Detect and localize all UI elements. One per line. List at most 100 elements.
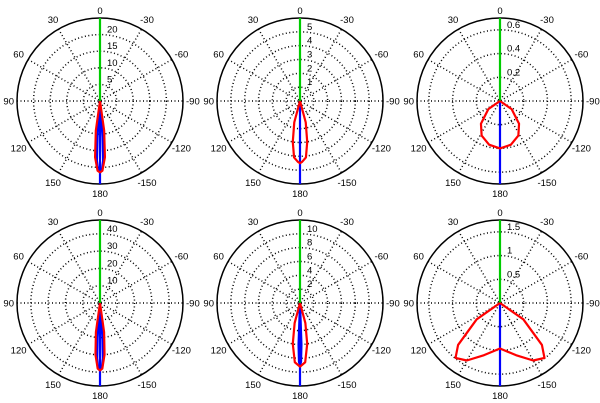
polar-chart-5: 2 4 6 8 10 0 30 60 90 120 150 180 -150 -120 -90 -60 -30 — [203, 208, 399, 402]
angle-tick-label: -60 — [375, 252, 389, 263]
angle-tick-label: 150 — [445, 380, 461, 391]
angle-tick-label: -150 — [537, 178, 556, 189]
radial-gridline — [243, 246, 357, 360]
radial-gridline — [243, 44, 357, 158]
angle-tick-label: 30 — [48, 217, 59, 228]
angle-tick-label: -120 — [572, 346, 591, 357]
angle-tick-label: 30 — [248, 15, 259, 26]
angle-tick-label: -120 — [172, 144, 191, 155]
angle-tick-label: -90 — [186, 299, 200, 310]
angle-tick-label: 90 — [3, 97, 14, 108]
angle-tick-label: 120 — [411, 346, 427, 357]
radial-tick-label: 0.4 — [507, 44, 520, 55]
radial-gridline — [428, 29, 572, 173]
radial-tick-label: 1 — [307, 77, 312, 88]
radial-tick-label: 2 — [307, 279, 312, 290]
angle-tick-label: -60 — [175, 50, 189, 61]
angle-tick-label: 30 — [448, 217, 459, 228]
angle-tick-label: -30 — [140, 15, 154, 26]
angle-tick-label: 60 — [213, 252, 224, 263]
angle-tick-label: 180 — [92, 189, 108, 200]
angle-tick-label: 180 — [292, 391, 308, 402]
angle-tick-label: -150 — [137, 380, 156, 391]
angle-tick-label: 60 — [13, 50, 24, 61]
radial-gridline — [257, 260, 343, 346]
angle-tick-label: 0 — [297, 6, 302, 17]
polar-chart-1: 5 10 15 20 0 30 60 90 120 150 180 -150 -120 -90 -60 -30 — [3, 6, 199, 200]
angle-tick-label: 30 — [448, 15, 459, 26]
angle-tick-label: -150 — [537, 380, 556, 391]
polar-chart-3: 0.2 0.4 0.6 0 30 60 90 120 150 180 -150 -120 -90 -60 -… — [403, 6, 599, 200]
angle-tick-label: -90 — [386, 97, 400, 108]
angle-tick-label: 150 — [245, 380, 261, 391]
angle-tick-label: 90 — [403, 299, 414, 310]
angle-tick-label: 60 — [13, 252, 24, 263]
radial-tick-label: 4 — [307, 36, 312, 47]
radial-tick-label: 10 — [107, 276, 118, 287]
angle-tick-label: -90 — [586, 299, 600, 310]
angle-tick-label: 60 — [413, 50, 424, 61]
radial-tick-label: 2 — [307, 63, 312, 74]
series-4-line — [93, 100, 107, 174]
angle-tick-label: 0 — [97, 6, 102, 17]
radial-tick-label: 0.5 — [507, 269, 520, 280]
radial-tick-label: 1 — [507, 246, 512, 257]
angle-tick-label: -120 — [572, 144, 591, 155]
polar-chart-6: 0.5 1 1.5 0 30 60 90 120 150 180 -150 -120 -90 -60 -30 — [403, 208, 599, 402]
angle-tick-label: 180 — [292, 189, 308, 200]
angle-tick-label: 90 — [203, 97, 214, 108]
angle-tick-label: -30 — [540, 15, 554, 26]
radial-tick-label: 5 — [107, 74, 112, 85]
radial-tick-label: 0.6 — [507, 20, 520, 31]
angle-tick-label: 30 — [248, 217, 259, 228]
angle-tick-label: 90 — [3, 299, 14, 310]
radial-tick-label: 30 — [107, 241, 118, 252]
radial-gridline — [257, 58, 343, 144]
radial-gridline — [475, 76, 525, 126]
angle-tick-label: -90 — [586, 97, 600, 108]
series-3-line — [454, 302, 546, 362]
radial-gridline — [64, 267, 136, 339]
angle-tick-label: 150 — [45, 178, 61, 189]
angle-tick-label: -150 — [137, 178, 156, 189]
polar-chart-2: 1 2 3 4 50 30 60 90 120 150 180 -150 -120 -90 -60 -30 — [203, 6, 399, 200]
polar-chart-4: 10 20 30 40 0 30 60 90 120 150 180 -150 -120 -90 -60 -3… — [3, 208, 199, 402]
angle-tick-label: -60 — [175, 252, 189, 263]
radial-tick-label: 8 — [307, 238, 312, 249]
radial-gridline — [30, 233, 170, 373]
radial-tick-label: 6 — [307, 252, 312, 263]
radial-gridline — [428, 231, 572, 375]
angle-tick-label: 90 — [403, 97, 414, 108]
angle-tick-label: 0 — [497, 208, 502, 219]
radial-tick-label: 10 — [107, 58, 118, 69]
angle-tick-label: -150 — [337, 380, 356, 391]
series-4-line — [291, 302, 309, 368]
series-3-line — [479, 100, 521, 150]
angle-tick-label: 0 — [97, 208, 102, 219]
radial-tick-label: 15 — [107, 41, 118, 52]
angle-tick-label: -90 — [386, 299, 400, 310]
angle-tick-label: 180 — [492, 189, 508, 200]
radial-tick-label: 10 — [307, 224, 318, 235]
angle-tick-label: 60 — [213, 50, 224, 61]
angle-tick-label: 150 — [445, 178, 461, 189]
angle-tick-label: 90 — [203, 299, 214, 310]
angle-tick-label: -30 — [340, 217, 354, 228]
angle-tick-label: 120 — [11, 144, 27, 155]
radial-gridline — [230, 233, 370, 373]
angle-tick-label: -90 — [186, 97, 200, 108]
radial-tick-label: 1.5 — [507, 222, 520, 233]
angle-tick-label: -60 — [575, 252, 589, 263]
radial-tick-label: 4 — [307, 265, 312, 276]
angle-tick-label: -120 — [372, 346, 391, 357]
angle-tick-label: 30 — [48, 15, 59, 26]
radial-tick-label: 20 — [107, 25, 118, 36]
radial-tick-label: 3 — [307, 50, 312, 61]
angle-tick-label: 120 — [411, 144, 427, 155]
angle-tick-label: 0 — [497, 6, 502, 17]
radial-tick-label: 5 — [307, 22, 312, 33]
radial-tick-label: 40 — [107, 224, 118, 235]
radial-gridline — [230, 31, 370, 171]
angle-tick-label: 60 — [413, 252, 424, 263]
